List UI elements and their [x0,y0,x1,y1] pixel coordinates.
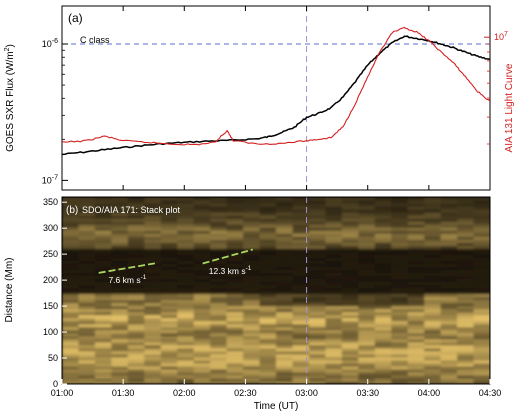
panel-b-frame [61,196,491,385]
series-line-aia131 [62,26,490,146]
y-axis-label-distance: Distance (Mm) [4,257,15,322]
ytick-b-label: 200 [43,275,58,285]
series-line-goes [62,35,490,156]
y-axis-label-right: AIA 131 Light Curve [504,63,515,152]
speed-fit-label-1: 7.6 km s-1 [108,274,146,285]
xtick-b-label: 03:30 [356,388,379,398]
ytick-b-label: 50 [48,353,58,363]
panel-b: (b) SDO/AIA 171: Stack plot 7.6 km s-1 12… [4,196,502,412]
panel-b-title: SDO/AIA 171: Stack plot [82,205,181,215]
xtick-b-label: 01:00 [51,388,74,398]
threshold-label: C class [80,35,110,45]
xtick-b-label: 02:30 [234,388,257,398]
panel-a-label: (a) [68,11,83,25]
ytick-left-label: 10-6 [42,38,58,49]
ytick-b-label: 300 [43,223,58,233]
xtick-b-label: 04:30 [479,388,502,398]
ytick-b-label: 350 [43,197,58,207]
xtick-b-label: 01:30 [112,388,135,398]
xtick-b-label: 02:00 [173,388,196,398]
ytick-b-label: 150 [43,301,58,311]
ytick-right-label: 107 [494,31,508,42]
y-axis-label-left: GOES SXR Flux (W/m2) [4,44,16,152]
ytick-b-label: 100 [43,327,58,337]
ytick-b-label: 0 [53,379,58,389]
ytick-left-label: 10-7 [42,174,58,185]
speed-fit-label-2: 12.3 km s-1 [209,265,252,276]
panel-a-frame [61,5,491,191]
ytick-b-label: 250 [43,249,58,259]
x-axis-label-time: Time (UT) [254,401,299,412]
xtick-b-label: 03:00 [295,388,318,398]
xtick-b-label: 04:00 [418,388,441,398]
panel-a: (a) C class 10-6 10-7 107 GOES SXR Flux (… [4,5,515,191]
speed-fit-line-2 [202,248,254,265]
panel-b-label: (b) [66,205,78,216]
